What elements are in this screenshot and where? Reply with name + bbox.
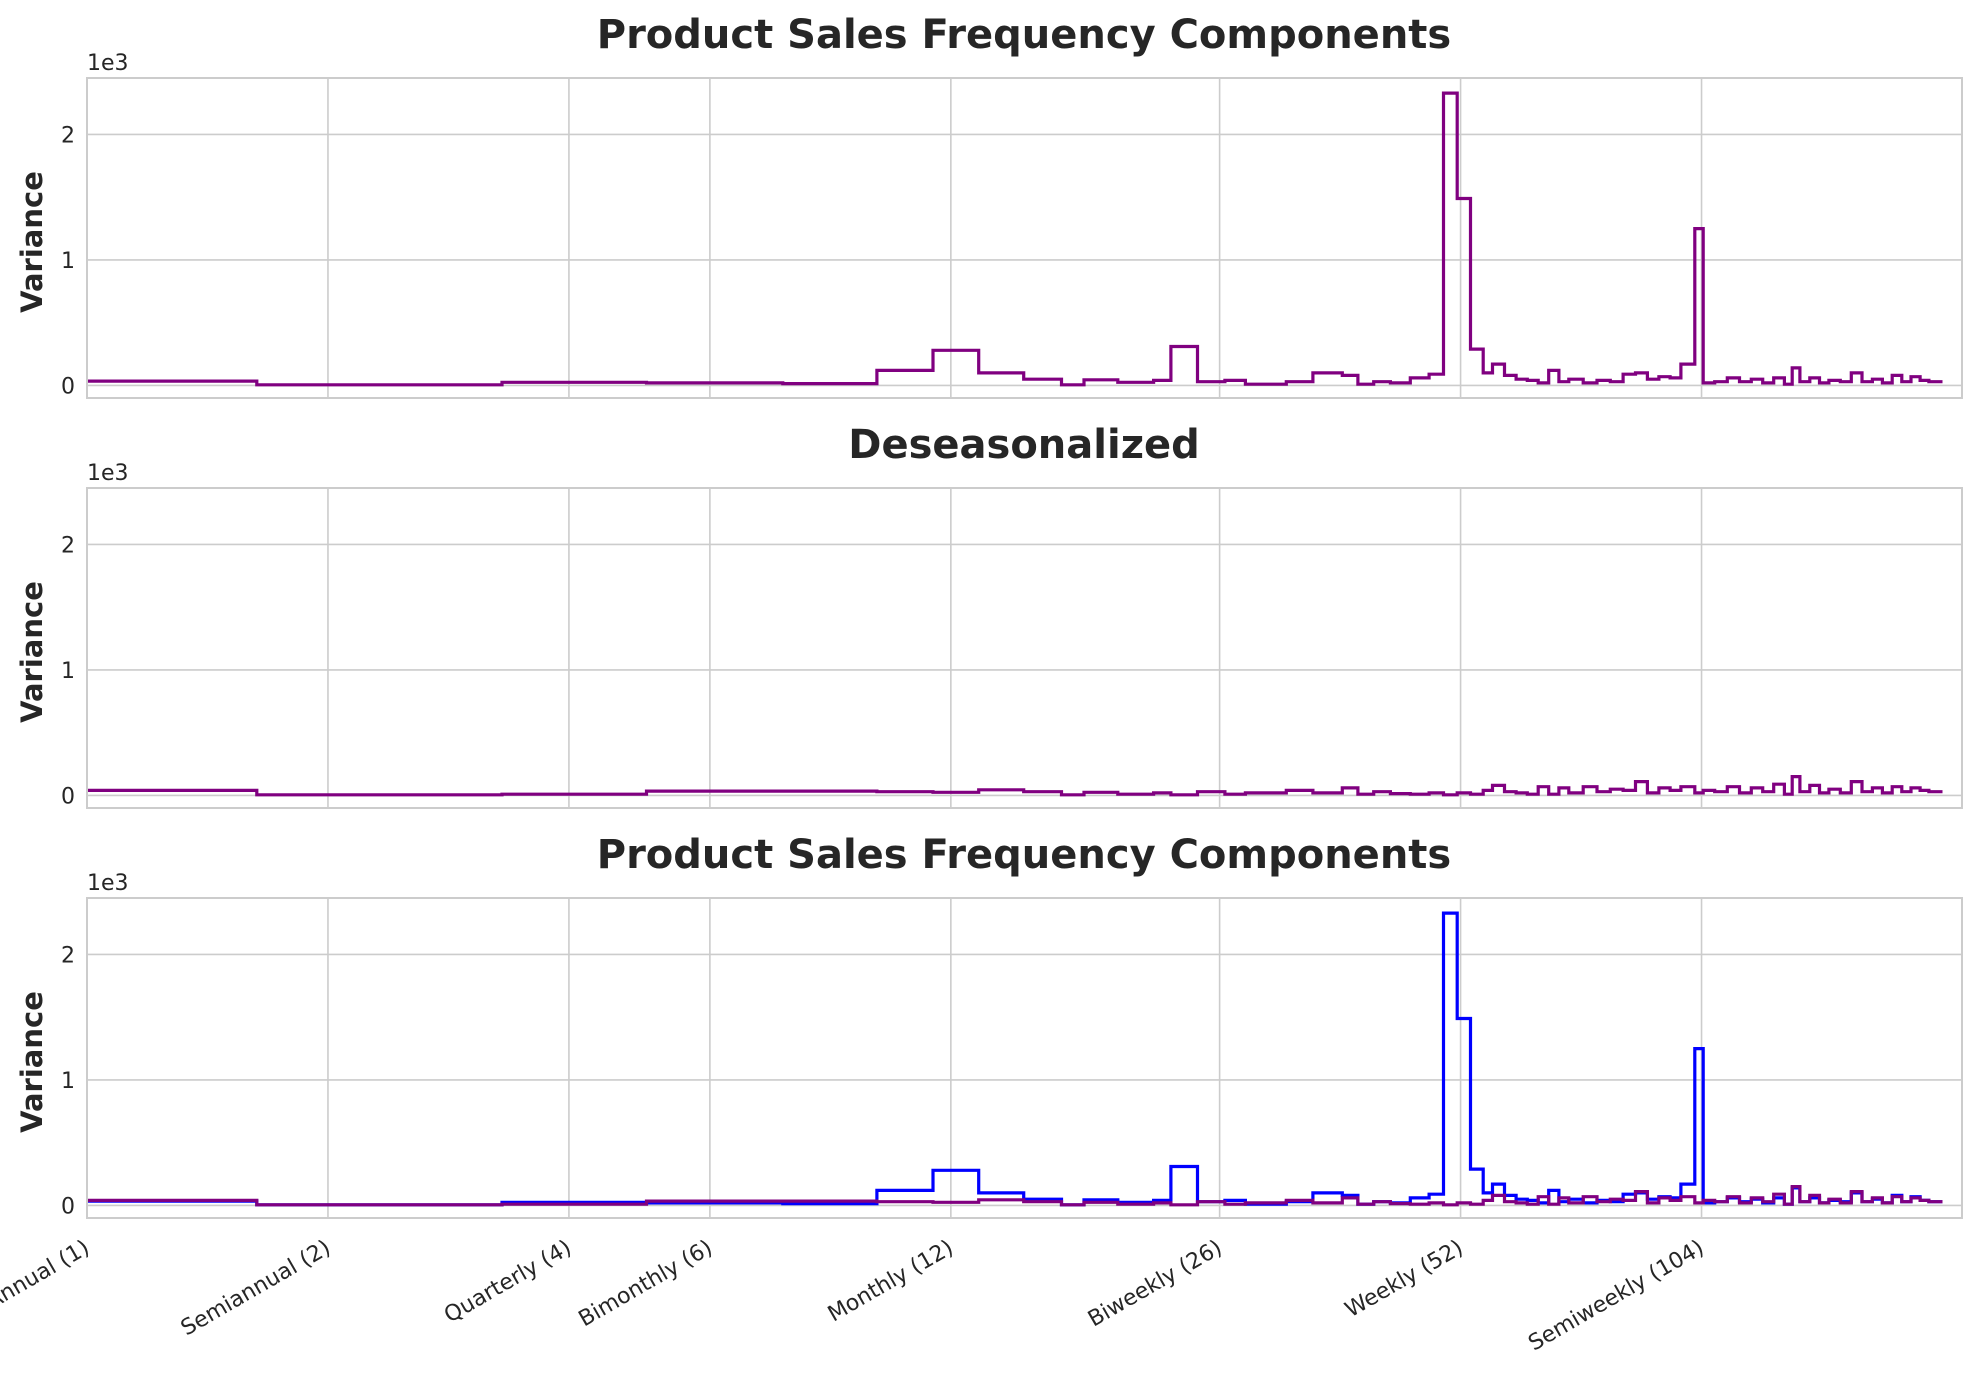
series-line-product-sales <box>87 911 1943 1207</box>
y-tick-label: 0 <box>61 784 75 809</box>
panel-deseasonalized: Deseasonalized 1e3 Variance 0 1 2 <box>15 422 1963 809</box>
plot-frame <box>86 897 1963 1219</box>
y-ticks: 0 1 2 <box>61 123 75 399</box>
panel-title: Deseasonalized <box>848 422 1199 468</box>
x-tick-label: Biweekly (26) <box>1084 1236 1227 1333</box>
panel-title: Product Sales Frequency Components <box>597 12 1451 58</box>
x-tick-labels: Annual (1) Semiannual (2) Quarterly (4)Bim… <box>0 1236 1709 1357</box>
plot-frame <box>86 77 1963 399</box>
panel-original: Product Sales Frequency Components 1e3 V… <box>15 12 1963 399</box>
series-line-deseasonalized <box>87 1185 1943 1207</box>
y-tick-label: 2 <box>61 123 75 148</box>
x-tick-label: Weekly (52) <box>1341 1236 1467 1323</box>
y-offset-label: 1e3 <box>87 461 129 486</box>
series-layer <box>87 91 1943 387</box>
y-axis-label: Variance <box>15 991 49 1133</box>
grid <box>86 488 1962 808</box>
y-offset-label: 1e3 <box>87 51 129 76</box>
y-tick-label: 1 <box>61 1069 75 1094</box>
plot-frame <box>86 487 1963 809</box>
y-axis-label: Variance <box>15 581 49 723</box>
y-tick-label: 0 <box>61 1194 75 1219</box>
series-line-deseasonalized <box>87 775 1943 797</box>
y-tick-label: 1 <box>61 249 75 274</box>
series-layer <box>87 911 1943 1207</box>
x-tick-label: Quarterly (4) <box>440 1236 576 1329</box>
grid <box>86 898 1962 1218</box>
y-ticks: 0 1 2 <box>61 533 75 809</box>
series-line-product-sales <box>87 91 1943 387</box>
x-tick-label: Semiannual (2) <box>177 1236 335 1342</box>
y-axis-label: Variance <box>15 171 49 313</box>
y-offset-label: 1e3 <box>87 871 129 896</box>
x-tick-label: Annual (1) <box>0 1236 94 1315</box>
y-tick-label: 2 <box>61 943 75 968</box>
y-tick-label: 2 <box>61 533 75 558</box>
grid <box>86 78 1962 398</box>
series-layer <box>87 775 1943 797</box>
y-tick-label: 0 <box>61 374 75 399</box>
x-tick-label: Bimonthly (6) <box>575 1236 717 1333</box>
x-tick-label: Semiweekly (104) <box>1524 1236 1708 1357</box>
panel-overlay: Product Sales Frequency Components 1e3 V… <box>15 832 1963 1219</box>
y-tick-label: 1 <box>61 659 75 684</box>
y-ticks: 0 1 2 <box>61 943 75 1219</box>
panel-title: Product Sales Frequency Components <box>597 832 1451 878</box>
x-tick-label: Monthly (12) <box>824 1236 958 1328</box>
